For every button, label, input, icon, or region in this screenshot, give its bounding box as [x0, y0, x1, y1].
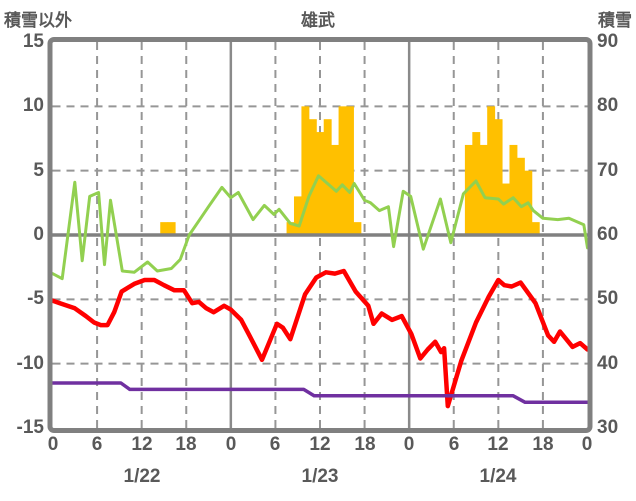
left-axis-tick: 10: [22, 95, 44, 116]
left-axis-tick: 5: [33, 160, 44, 181]
x-axis-hour-label: 18: [354, 434, 376, 455]
snowfall-bars: [160, 222, 169, 235]
snowfall-bars: [293, 196, 302, 235]
left-axis-tick: -15: [16, 417, 44, 438]
date-label: 1/22: [123, 466, 161, 487]
right-axis-tick: 50: [597, 288, 619, 309]
left-axis-tick: -10: [16, 353, 44, 374]
x-axis-hour-label: 0: [403, 434, 415, 455]
snowfall-bars: [346, 106, 354, 235]
x-axis-hour-label: 12: [487, 434, 509, 455]
left-axis-tick: 15: [22, 31, 44, 52]
right-axis-title: 積雪: [598, 11, 632, 30]
x-axis-hour-label: 12: [309, 434, 331, 455]
snowfall-bars: [167, 222, 176, 235]
x-axis-hour-label: 12: [131, 434, 153, 455]
x-axis-hour-label: 0: [225, 434, 237, 455]
left-axis-title: 積雪以外: [4, 11, 72, 30]
date-label: 1/23: [301, 466, 339, 487]
x-axis-hour-label: 18: [175, 434, 197, 455]
right-axis-tick: 40: [597, 353, 619, 374]
right-axis-tick: 90: [597, 31, 619, 52]
right-axis-tick: 70: [597, 160, 619, 181]
x-axis-hour-label: 6: [269, 434, 281, 455]
x-axis-hour-label: 6: [448, 434, 460, 455]
snowfall-bars: [516, 157, 525, 235]
x-axis-hour-label: 18: [532, 434, 554, 455]
snowfall-bars: [308, 119, 317, 235]
snowfall-bars: [502, 183, 510, 235]
right-axis-tick: 80: [597, 95, 619, 116]
snow-depth-purple-line: [50, 381, 590, 405]
plot-frame: [47, 37, 593, 433]
x-axis-hour-label: 0: [47, 434, 59, 455]
x-axis-hour-label: 6: [91, 434, 103, 455]
snowfall-bars: [323, 119, 332, 235]
snowfall-bars: [353, 222, 362, 235]
chart-title: 雄武: [301, 11, 335, 30]
right-axis-tick: 30: [597, 417, 619, 438]
temperature-red-line: [50, 268, 590, 409]
snowfall-bars: [286, 222, 295, 235]
date-label: 1/24: [479, 466, 517, 487]
left-axis-tick: 0: [33, 224, 44, 245]
snowfall-bars: [479, 144, 488, 235]
x-axis-hour-label: 0: [581, 434, 593, 455]
snowfall-bars: [316, 132, 325, 235]
snowfall-bars: [338, 106, 347, 235]
green-line: [51, 174, 589, 281]
snowfall-bars: [494, 119, 503, 235]
right-axis-tick: 60: [597, 224, 619, 245]
left-axis-tick: -5: [27, 288, 44, 309]
snowfall-bars: [531, 222, 540, 235]
snowfall-bars: [509, 144, 518, 235]
snowfall-bars: [487, 106, 496, 235]
snowfall-bars: [301, 106, 310, 235]
